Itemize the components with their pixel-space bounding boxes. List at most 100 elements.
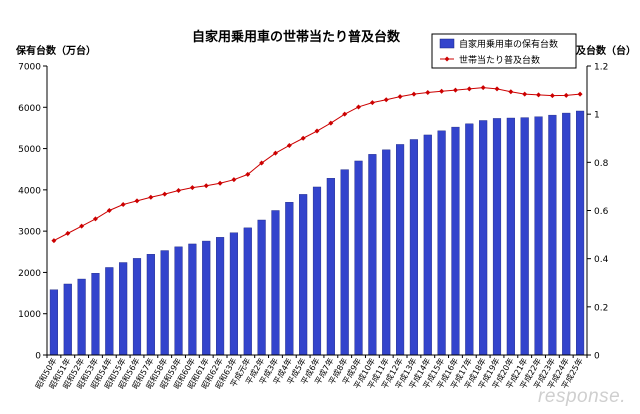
- line-point: [189, 185, 195, 191]
- legend: 自家用乗用車の保有台数 世帯当たり普及台数: [431, 33, 577, 69]
- left-tick-label: 1000: [18, 310, 41, 320]
- line-point: [342, 111, 348, 117]
- right-axis-label: 普及台数（台）: [566, 44, 636, 57]
- legend-bar-swatch: [439, 38, 455, 49]
- line-point: [176, 188, 182, 194]
- line-point: [217, 180, 223, 186]
- chart-title: 自家用乗用車の世帯当たり普及台数: [192, 29, 401, 45]
- line-point: [245, 171, 251, 177]
- right-tick-label: 1.2: [594, 63, 608, 73]
- legend-line-label: 世帯当たり普及台数: [459, 54, 540, 66]
- plot-area: 0 1000 2000 3000 4000 5000 6000 7000 0 0.2 0.4 0.6 0…: [18, 63, 608, 391]
- right-tick-label: 0.6: [594, 207, 609, 217]
- bar: [63, 283, 72, 356]
- bar: [299, 194, 308, 356]
- bar: [492, 118, 502, 356]
- bar: [215, 237, 225, 356]
- line-point: [106, 208, 112, 213]
- bar: [354, 160, 363, 356]
- bar: [562, 112, 571, 356]
- line-point: [162, 191, 168, 197]
- line-point: [203, 183, 209, 189]
- bar: [285, 202, 294, 356]
- left-tick-label: 0: [35, 352, 41, 362]
- line-point: [300, 135, 306, 141]
- bar: [479, 120, 488, 356]
- bar: [49, 289, 59, 356]
- bar: [382, 149, 391, 356]
- line-point: [549, 93, 555, 99]
- right-tick-label: 0.8: [594, 159, 609, 169]
- legend-box: [431, 33, 577, 69]
- bar: [423, 134, 432, 356]
- left-tick-label: 6000: [18, 104, 41, 114]
- bar: [409, 139, 418, 356]
- line-point: [397, 94, 403, 100]
- bar: [340, 169, 349, 356]
- line-point: [563, 92, 569, 98]
- line-point: [577, 91, 583, 97]
- left-tick-label: 3000: [18, 228, 41, 238]
- line-point: [536, 92, 542, 98]
- line-point: [439, 88, 445, 94]
- line-point: [356, 104, 362, 110]
- bar: [326, 178, 335, 356]
- left-tick-label: 2000: [18, 269, 41, 279]
- line-point: [51, 238, 57, 244]
- line-point: [494, 86, 500, 92]
- bar: [146, 254, 155, 356]
- left-tick-label: 7000: [18, 63, 41, 73]
- bar: [91, 273, 100, 356]
- bar: [368, 154, 377, 356]
- line-point: [92, 216, 98, 222]
- bar: [520, 117, 529, 356]
- line-series: [51, 85, 583, 244]
- right-tick-label: 0: [594, 352, 600, 362]
- left-tick-label: 4000: [18, 186, 41, 196]
- bar: [188, 243, 197, 356]
- bar: [396, 144, 405, 356]
- line-point: [120, 201, 126, 207]
- line-point: [314, 128, 320, 134]
- line-point: [480, 85, 486, 91]
- legend-bar-label: 自家用乗用車の保有台数: [459, 38, 558, 50]
- line-point: [369, 100, 375, 106]
- left-tick-label: 5000: [18, 145, 41, 155]
- bar: [243, 227, 252, 356]
- bar: [312, 186, 322, 356]
- bar: [506, 117, 515, 356]
- line-point: [425, 89, 431, 95]
- line-point: [148, 194, 154, 200]
- line-point: [286, 142, 292, 148]
- bar-series: [49, 110, 585, 356]
- line-point: [231, 177, 237, 183]
- bar: [229, 232, 239, 356]
- bar: [119, 262, 128, 356]
- right-tick-label: 1: [594, 111, 600, 121]
- bar: [576, 110, 585, 356]
- bar: [174, 246, 183, 356]
- bar: [465, 123, 474, 356]
- bar: [257, 219, 266, 356]
- bar: [451, 126, 460, 356]
- right-tick-label: 0.2: [594, 303, 608, 313]
- bar: [548, 114, 557, 356]
- line-point: [411, 91, 417, 97]
- line-point: [328, 120, 334, 126]
- watermark: response.: [538, 386, 626, 407]
- right-tick-label: 0.4: [594, 255, 609, 265]
- bar: [202, 240, 211, 356]
- bar: [534, 116, 543, 356]
- line-point: [65, 230, 71, 236]
- bar: [105, 267, 114, 356]
- line-point: [79, 223, 85, 229]
- line-point: [134, 198, 140, 204]
- line-point: [259, 160, 265, 166]
- line-point: [452, 87, 458, 93]
- bar: [160, 250, 169, 356]
- legend-line-marker: [444, 56, 450, 62]
- bar: [77, 278, 86, 356]
- line-point: [383, 97, 389, 103]
- bar: [132, 258, 142, 356]
